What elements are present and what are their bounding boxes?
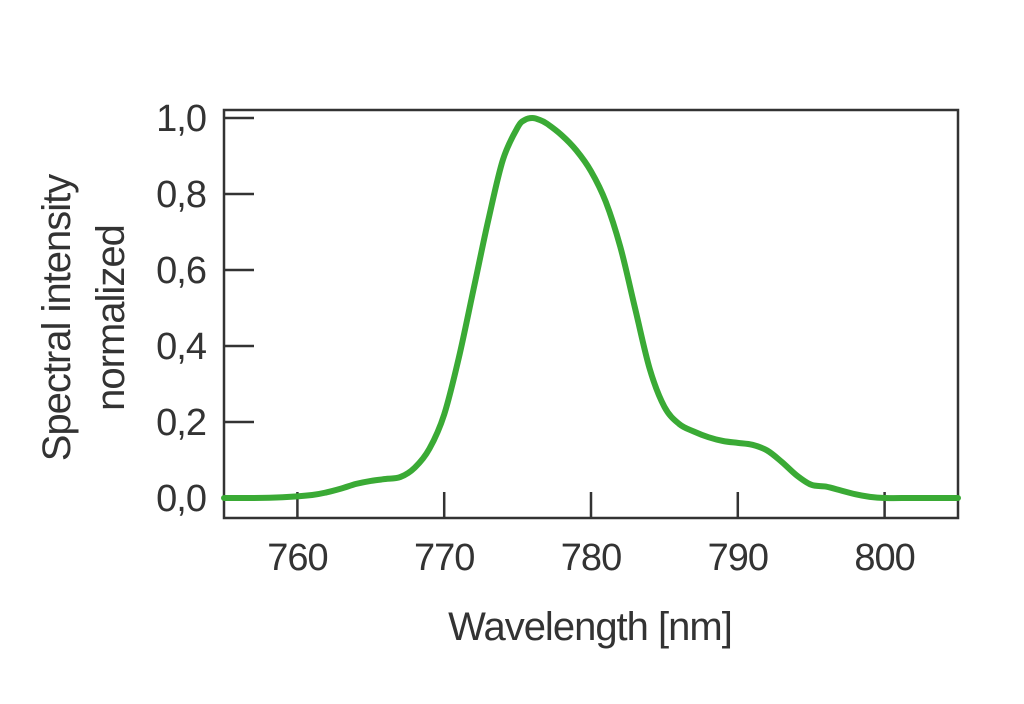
y-tick-label: 0,6 — [156, 250, 206, 292]
x-tick-label: 760 — [267, 537, 327, 579]
spectrum-line — [221, 115, 961, 502]
x-tick-label: 770 — [414, 537, 474, 579]
y-tick-label: 0,4 — [156, 326, 207, 368]
x-tick-label: 800 — [854, 537, 914, 579]
y-tick-label: 1,0 — [156, 98, 206, 140]
x-axis: 760 770 780 790 800 — [267, 492, 916, 579]
y-tick-label: 0,0 — [156, 478, 206, 520]
y-axis-title-line-2: normalized — [89, 225, 133, 411]
x-tick-label: 780 — [561, 537, 621, 579]
x-axis-title: Wavelength [nm] — [448, 605, 732, 649]
x-tick-label: 790 — [708, 537, 768, 579]
y-tick-label: 0,2 — [156, 402, 206, 444]
y-tick-label: 0,8 — [156, 174, 206, 216]
y-axis: 0,0 0,2 0,4 0,6 0,8 1,0 — [156, 98, 254, 520]
y-axis-title-line-1: Spectral intensity — [35, 174, 79, 462]
